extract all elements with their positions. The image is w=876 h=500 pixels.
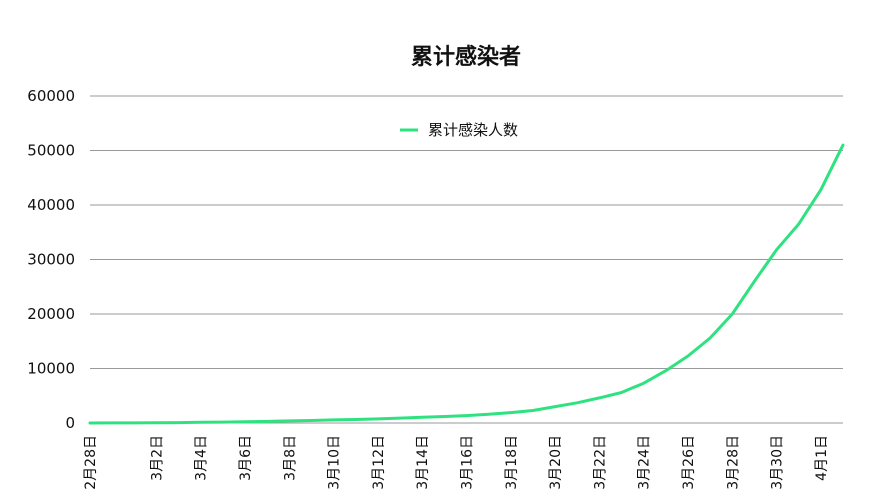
y-tick-label: 10000 bbox=[27, 360, 75, 378]
x-tick-label: 3月14日 bbox=[415, 435, 431, 490]
x-tick-label: 3月28日 bbox=[725, 435, 741, 490]
x-tick-label: 3月4日 bbox=[194, 435, 210, 481]
y-axis: 0 10000 20000 30000 40000 50000 60000 bbox=[27, 87, 75, 432]
y-tick-label: 40000 bbox=[27, 196, 75, 214]
x-tick-label: 3月20日 bbox=[548, 435, 564, 490]
x-tick-label: 3月24日 bbox=[637, 435, 653, 490]
series-group bbox=[88, 143, 845, 425]
y-tick-label: 20000 bbox=[27, 305, 75, 323]
x-tick-label: 3月22日 bbox=[592, 435, 608, 490]
x-tick-label: 3月12日 bbox=[371, 435, 387, 490]
legend: 累计感染人数 bbox=[400, 121, 518, 139]
legend-label: 累计感染人数 bbox=[428, 121, 518, 139]
x-tick-label: 4月1日 bbox=[814, 435, 830, 481]
x-tick-label: 3月2日 bbox=[149, 435, 165, 481]
y-tick-label: 30000 bbox=[27, 251, 75, 269]
x-tick-label: 3月26日 bbox=[681, 435, 697, 490]
x-axis: 2月28日 3月2日 3月4日 3月6日 3月8日 3月10日 3月12日 3月14日 3月16… bbox=[83, 435, 830, 490]
x-tick-label: 3月10日 bbox=[327, 435, 343, 490]
x-tick-label: 3月16日 bbox=[460, 435, 476, 490]
x-tick-label: 3月6日 bbox=[238, 435, 254, 481]
y-tick-label: 50000 bbox=[27, 142, 75, 160]
x-tick-label: 2月28日 bbox=[83, 435, 99, 490]
x-tick-label: 3月18日 bbox=[504, 435, 520, 490]
chart-title: 累计感染者 bbox=[411, 44, 521, 70]
x-tick-label: 3月8日 bbox=[282, 435, 298, 481]
x-tick-label: 3月30日 bbox=[770, 435, 786, 490]
series-line bbox=[88, 143, 845, 425]
y-tick-label: 0 bbox=[65, 414, 75, 432]
gridlines bbox=[90, 95, 843, 424]
y-tick-label: 60000 bbox=[27, 87, 75, 105]
